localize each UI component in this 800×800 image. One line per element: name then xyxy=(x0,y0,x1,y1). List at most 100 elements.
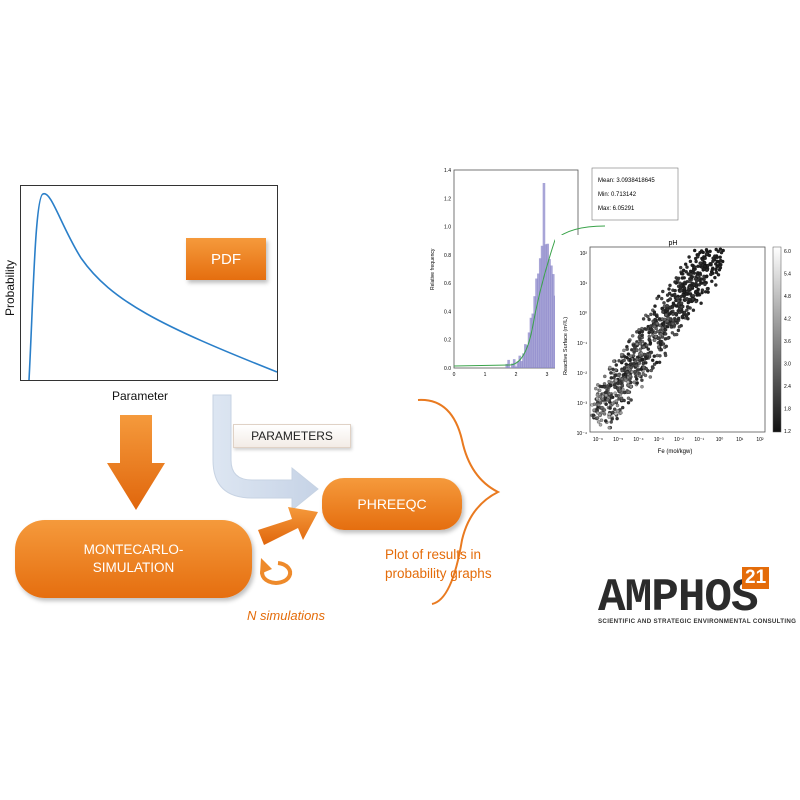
scatter-point xyxy=(659,347,664,352)
scatter-point xyxy=(716,249,720,254)
scatter-point xyxy=(619,352,624,357)
scatter-point xyxy=(710,279,714,284)
amphos-logo-superscript: 21 xyxy=(742,567,770,589)
colorbar-tick: 3.0 xyxy=(784,362,791,368)
hist-bar xyxy=(507,359,510,368)
scatter-y-tick: 10² xyxy=(580,251,588,257)
scatter-point xyxy=(693,256,698,261)
hist-bar xyxy=(514,366,518,368)
scatter-point xyxy=(615,409,620,413)
scatter-point xyxy=(671,301,676,305)
scatter-point xyxy=(664,344,669,349)
hist-bar xyxy=(518,355,522,368)
scatter-point xyxy=(617,359,621,363)
scatter-point xyxy=(661,310,665,314)
hist-bar xyxy=(544,244,548,368)
scatter-point xyxy=(653,330,658,335)
scatter-point xyxy=(673,311,678,316)
scatter-point xyxy=(691,297,695,302)
scatter-point xyxy=(649,350,654,355)
scatter-point xyxy=(619,411,623,415)
scatter-point xyxy=(625,355,629,360)
scatter-point xyxy=(648,375,653,379)
hist-bar xyxy=(520,361,523,368)
scatter-point xyxy=(647,330,651,335)
scatter-point xyxy=(670,331,675,335)
scatter-point xyxy=(683,262,688,266)
pdf-curve xyxy=(28,193,278,381)
scatter-x-tick: 10⁻⁶ xyxy=(593,437,603,443)
n-simulations-label: N simulations xyxy=(247,608,326,623)
scatter-point xyxy=(702,261,707,265)
scatter-point xyxy=(654,334,658,339)
scatter-point xyxy=(626,380,630,384)
hist-bar xyxy=(527,332,531,368)
scatter-point xyxy=(626,400,631,405)
pdf-plot xyxy=(20,185,278,381)
hist-y-tick: 0.8 xyxy=(444,253,451,259)
scatter-point xyxy=(696,287,700,292)
scatter-y-axis-label: Reactive Surface (m²/L) xyxy=(563,317,569,375)
scatter-point xyxy=(701,258,705,262)
scatter-point xyxy=(613,373,617,378)
scatter-point xyxy=(679,271,684,276)
scatter-point xyxy=(693,265,697,269)
scatter-point xyxy=(638,347,643,351)
scatter-point xyxy=(633,369,637,374)
scatter-point xyxy=(679,305,684,309)
scatter-point xyxy=(704,247,709,252)
scatter-point xyxy=(702,264,707,268)
scatter-point xyxy=(618,381,623,385)
hist-x-tick: 2 xyxy=(515,372,518,378)
hist-bar xyxy=(505,363,509,368)
scatter-point xyxy=(614,363,619,367)
scatter-point xyxy=(610,417,614,421)
scatter-point xyxy=(678,265,683,270)
parameters-label-box: PARAMETERS xyxy=(233,424,351,448)
hist-y-tick: 0.2 xyxy=(444,338,451,344)
scatter-point xyxy=(608,365,612,370)
scatter-point xyxy=(609,394,613,398)
scatter-point xyxy=(606,397,610,402)
hist-bar xyxy=(540,245,544,368)
scatter-point xyxy=(709,262,713,266)
scatter-point xyxy=(614,393,619,398)
scatter-point xyxy=(686,305,690,310)
scatter-point xyxy=(675,321,679,325)
hist-y-tick: 0.0 xyxy=(444,366,451,372)
scatter-point xyxy=(607,415,611,419)
hist-y-tick: 1.4 xyxy=(444,168,451,174)
scatter-point xyxy=(629,398,633,402)
colorbar-tick: 4.8 xyxy=(784,294,791,300)
scatter-point xyxy=(666,298,670,303)
scatter-point xyxy=(705,268,709,272)
scatter-point xyxy=(651,333,655,338)
pdf-label-box: PDF xyxy=(186,238,266,280)
scatter-point xyxy=(629,365,633,370)
scatter-point xyxy=(591,413,596,417)
scatter-point xyxy=(628,354,633,358)
scatter-point xyxy=(683,282,687,286)
scatter-point xyxy=(692,283,696,287)
scatter-point xyxy=(611,367,615,371)
scatter-point xyxy=(663,353,668,358)
scatter-point xyxy=(674,276,679,280)
scatter-x-tick: 10⁻³ xyxy=(654,437,664,443)
scatter-point xyxy=(694,259,698,264)
scatter-point xyxy=(596,411,600,415)
phreeqc-box: PHREEQC xyxy=(322,478,462,530)
scatter-point xyxy=(699,249,704,253)
scatter-point xyxy=(697,283,701,287)
scatter-point xyxy=(688,277,692,281)
scatter-point xyxy=(710,268,714,272)
scatter-point xyxy=(615,403,620,408)
hist-x-tick: 0 xyxy=(453,372,456,378)
scatter-point xyxy=(714,267,718,272)
scatter-point xyxy=(655,353,660,358)
scatter-x-tick: 10² xyxy=(756,437,764,443)
colorbar-tick: 3.6 xyxy=(784,339,791,345)
scatter-point xyxy=(622,398,626,403)
scatter-point xyxy=(638,341,643,346)
scatter-point xyxy=(646,347,651,351)
scatter-point xyxy=(658,339,662,343)
